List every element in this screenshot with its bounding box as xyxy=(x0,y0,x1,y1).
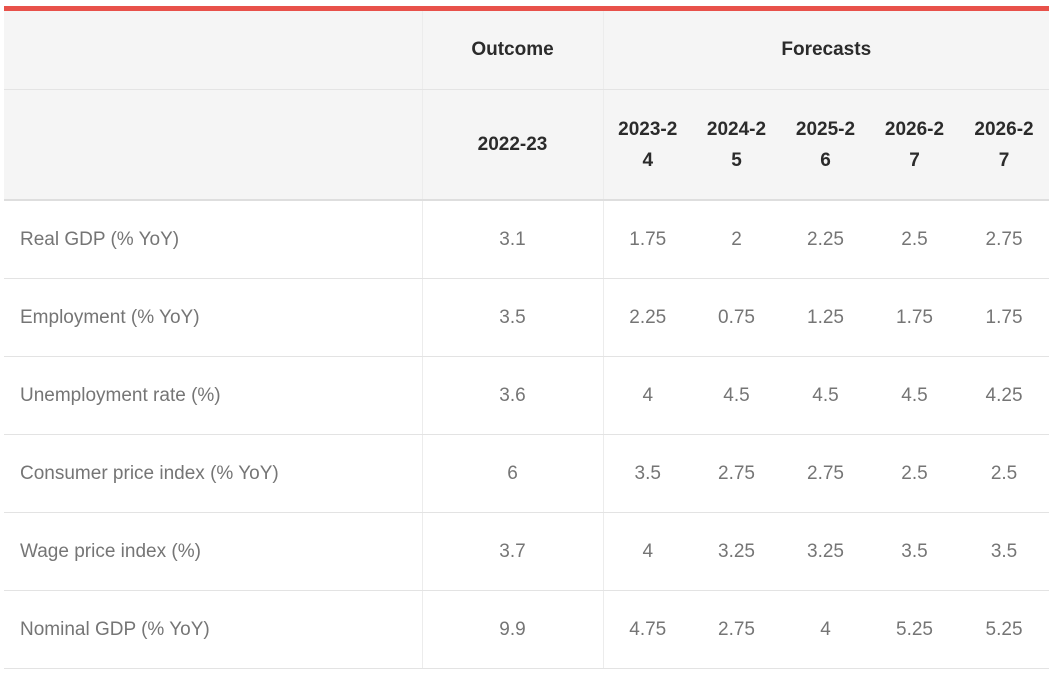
table-cell: 3.1 xyxy=(421,200,603,279)
table-cell: 4.5 xyxy=(692,356,781,435)
year-header-row: 2022-23 2023-24 2024-25 2025-26 2026-27 … xyxy=(4,89,1049,201)
table-cell: 2.25 xyxy=(781,200,870,279)
table-row: Real GDP (% YoY) 3.1 1.75 2 2.25 2.5 2.7… xyxy=(4,200,1049,279)
table-row: Nominal GDP (% YoY) 9.9 4.75 2.75 4 5.25… xyxy=(4,590,1049,669)
year-header-outcome: 2022-23 xyxy=(421,89,603,201)
year-header-label: 2024-25 xyxy=(706,118,767,171)
economic-forecast-table: Outcome Forecasts 2022-23 2023-24 2024-2… xyxy=(4,11,1049,669)
table-cell: 4.5 xyxy=(870,356,959,435)
year-header-label: 2022-23 xyxy=(477,134,548,155)
table-cell: 1.75 xyxy=(959,278,1049,357)
table-cell: 0.75 xyxy=(692,278,781,357)
table-cell: 1.75 xyxy=(602,200,692,279)
table-cell: 4 xyxy=(602,512,692,591)
row-label: Nominal GDP (% YoY) xyxy=(4,590,422,669)
year-header: 2026-27 xyxy=(959,89,1049,201)
row-label: Consumer price index (% YoY) xyxy=(4,434,422,513)
table-cell: 3.5 xyxy=(421,278,603,357)
year-header: 2023-24 xyxy=(602,89,692,201)
table-cell: 2.5 xyxy=(870,200,959,279)
table-cell: 3.5 xyxy=(959,512,1049,591)
table-cell: 2 xyxy=(692,200,781,279)
table-cell: 2.75 xyxy=(959,200,1049,279)
table-cell: 4.75 xyxy=(602,590,692,669)
corner-cell-2 xyxy=(4,89,422,201)
table-cell: 3.25 xyxy=(692,512,781,591)
year-header-label: 2023-24 xyxy=(618,118,678,171)
table-cell: 2.75 xyxy=(781,434,870,513)
table-cell: 4.25 xyxy=(959,356,1049,435)
table-cell: 5.25 xyxy=(959,590,1049,669)
table-row: Employment (% YoY) 3.5 2.25 0.75 1.25 1.… xyxy=(4,278,1049,357)
row-label: Real GDP (% YoY) xyxy=(4,200,422,279)
year-header-label: 2026-27 xyxy=(974,118,1034,171)
table-cell: 2.75 xyxy=(692,590,781,669)
table-cell: 2.5 xyxy=(959,434,1049,513)
table-row: Unemployment rate (%) 3.6 4 4.5 4.5 4.5 … xyxy=(4,356,1049,435)
table-cell: 5.25 xyxy=(870,590,959,669)
table-cell: 2.5 xyxy=(870,434,959,513)
row-label: Unemployment rate (%) xyxy=(4,356,422,435)
year-header-label: 2026-27 xyxy=(884,118,945,171)
accent-bar xyxy=(4,6,1049,11)
table-cell: 1.75 xyxy=(870,278,959,357)
table-cell: 6 xyxy=(421,434,603,513)
group-header-row: Outcome Forecasts xyxy=(4,11,1049,90)
table-cell: 9.9 xyxy=(421,590,603,669)
year-header: 2025-26 xyxy=(781,89,870,201)
forecasts-group-header: Forecasts xyxy=(602,11,1049,90)
table-cell: 4.5 xyxy=(781,356,870,435)
table-row: Wage price index (%) 3.7 4 3.25 3.25 3.5… xyxy=(4,512,1049,591)
table-cell: 4 xyxy=(602,356,692,435)
year-header-label: 2025-26 xyxy=(795,118,856,171)
table-cell: 4 xyxy=(781,590,870,669)
year-header: 2024-25 xyxy=(692,89,781,201)
table-cell: 2.25 xyxy=(602,278,692,357)
table-cell: 3.25 xyxy=(781,512,870,591)
table-cell: 3.7 xyxy=(421,512,603,591)
row-label: Wage price index (%) xyxy=(4,512,422,591)
table-cell: 3.6 xyxy=(421,356,603,435)
outcome-group-header: Outcome xyxy=(421,11,603,90)
table-row: Consumer price index (% YoY) 6 3.5 2.75 … xyxy=(4,434,1049,513)
table-cell: 3.5 xyxy=(870,512,959,591)
corner-cell xyxy=(4,11,422,90)
table-cell: 3.5 xyxy=(602,434,692,513)
row-label: Employment (% YoY) xyxy=(4,278,422,357)
year-header: 2026-27 xyxy=(870,89,959,201)
table-cell: 2.75 xyxy=(692,434,781,513)
table-cell: 1.25 xyxy=(781,278,870,357)
